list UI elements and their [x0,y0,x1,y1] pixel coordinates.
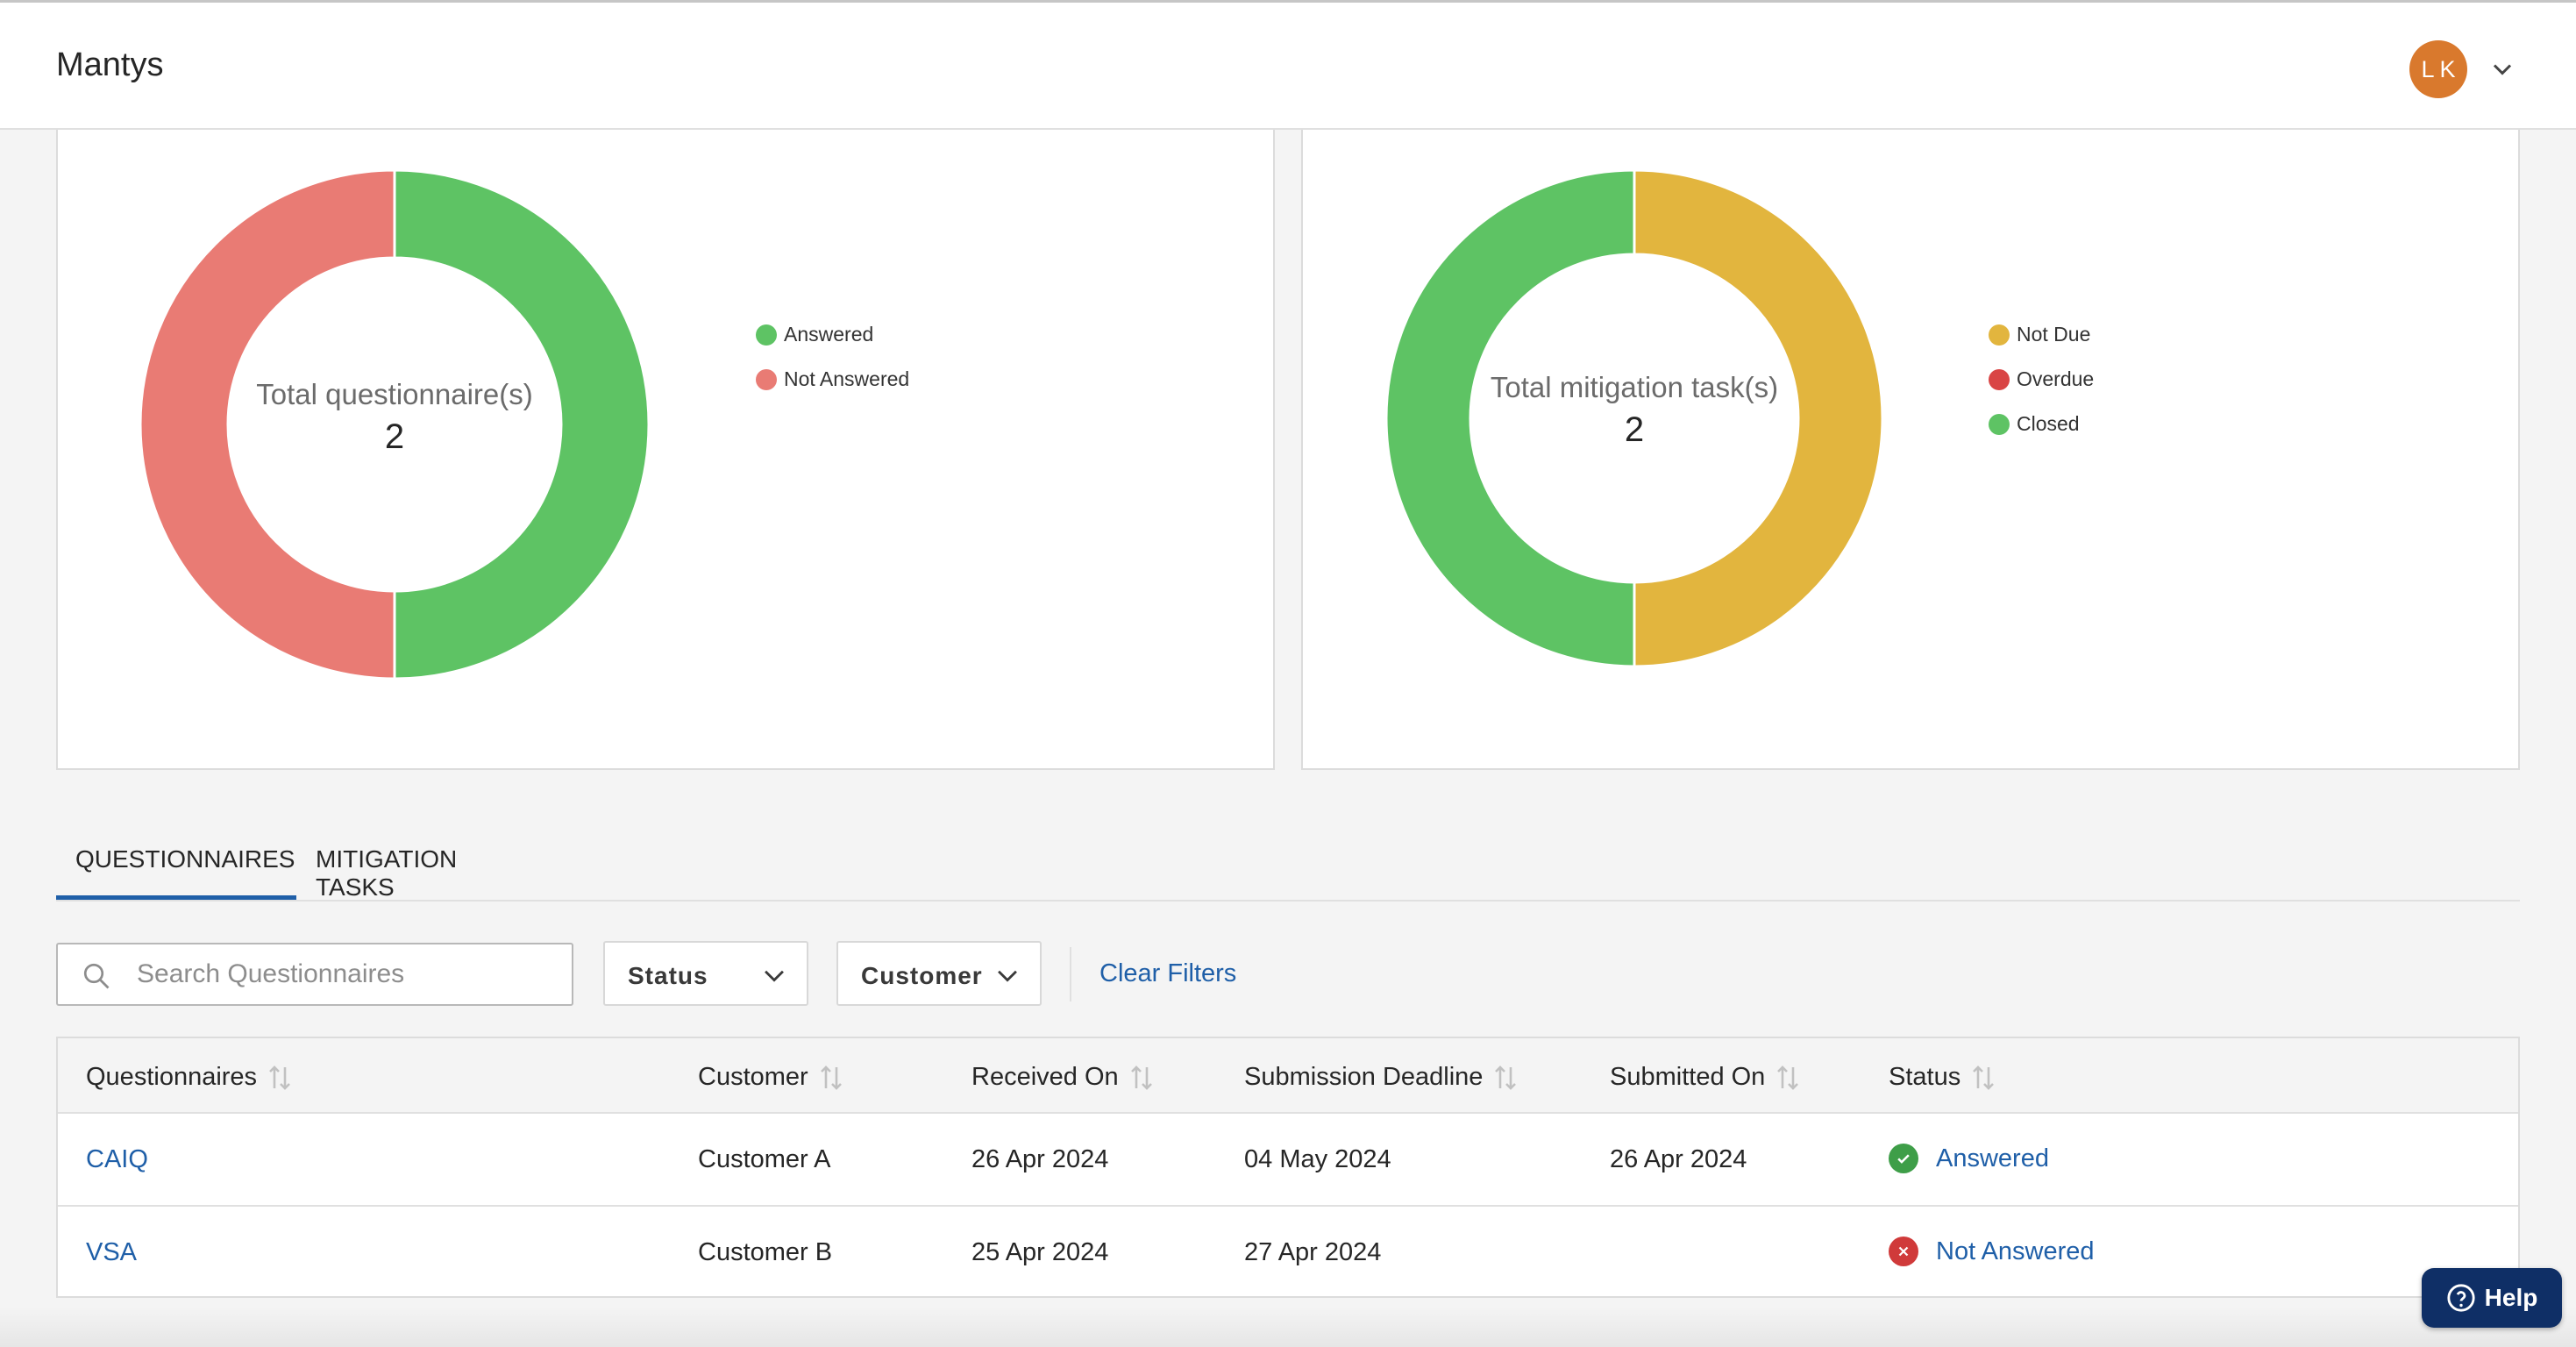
customer-filter-label: Customer [861,962,983,989]
mitigation-chart-total: 2 [1624,410,1645,449]
sort-icon[interactable] [1129,1064,1154,1092]
questionnaires-table: Questionnaires Customer Received On Subm… [56,1037,2520,1298]
legend-dot [1989,324,2010,346]
mitigation-chart-label: Total mitigation task(s) [1490,371,1779,403]
status-link[interactable]: Answered [1936,1144,2049,1172]
column-header-customer[interactable]: Customer [698,1063,843,1092]
donut-slice-not-answered[interactable] [139,168,396,681]
status-link[interactable]: Not Answered [1936,1237,2095,1265]
customer-cell: Customer A [698,1145,831,1173]
column-header-label: Submission Deadline [1244,1063,1484,1091]
filter-divider [1070,947,1071,1001]
questionnaire-chart-total: 2 [384,417,405,456]
legend-label: Closed [2017,412,2080,435]
status-cell: Answered [1889,1144,2049,1173]
search-icon [83,963,110,989]
customer-cell: Customer B [698,1238,833,1266]
deadline-cell: 04 May 2024 [1244,1145,1391,1173]
questionnaire-chart-card: Total questionnaire(s) 2 Answered Not An… [56,130,1275,770]
search-input[interactable] [137,955,558,994]
received-on-cell: 26 Apr 2024 [971,1145,1109,1173]
app-title: Mantys [56,46,164,83]
table-row: CAIQ Customer A 26 Apr 2024 04 May 2024 … [58,1114,2518,1207]
legend-dot [1989,413,2010,435]
column-header-label: Received On [971,1063,1119,1091]
legend-item-overdue[interactable]: Overdue [1989,357,2094,402]
table-row: VSA Customer B 25 Apr 2024 27 Apr 2024 N… [58,1207,2518,1300]
legend-dot [756,368,777,390]
questionnaire-chart-legend: Answered Not Answered [756,312,909,402]
column-header-submitted-on[interactable]: Submitted On [1610,1063,1800,1092]
column-header-submission-deadline[interactable]: Submission Deadline [1244,1063,1518,1092]
chevron-down-icon [998,970,1017,982]
questionnaire-chart-label: Total questionnaire(s) [256,378,533,410]
top-bar: Mantys LK [0,0,2576,130]
sort-icon[interactable] [1493,1064,1518,1092]
legend-item-not-due[interactable]: Not Due [1989,312,2094,357]
mitigation-chart-card: Total mitigation task(s) 2 Not Due Overd… [1301,130,2520,770]
questionnaire-link[interactable]: CAIQ [86,1145,148,1173]
status-filter-dropdown[interactable]: Status [603,941,808,1006]
sort-icon[interactable] [267,1064,292,1092]
clear-filters-link[interactable]: Clear Filters [1099,959,1237,987]
mitigation-chart-legend: Not Due Overdue Closed [1989,312,2094,446]
donut-slice-closed[interactable] [1384,168,1636,668]
legend-label: Overdue [2017,367,2095,390]
questionnaire-chart-center: Total questionnaire(s) 2 [189,374,600,458]
column-header-label: Submitted On [1610,1063,1766,1091]
help-label: Help [2484,1284,2538,1311]
sort-icon[interactable] [1971,1064,1996,1092]
x-circle-icon [1889,1237,1918,1266]
legend-dot [1989,368,2010,390]
submitted-on-cell: 26 Apr 2024 [1610,1145,1747,1173]
sort-icon[interactable] [819,1064,843,1092]
donut-slice-not-due[interactable] [1633,168,1884,668]
table-header: Questionnaires Customer Received On Subm… [58,1038,2518,1114]
legend-item-not-answered[interactable]: Not Answered [756,357,909,402]
status-cell: Not Answered [1889,1237,2095,1266]
customer-filter-dropdown[interactable]: Customer [836,941,1042,1006]
mitigation-chart-center: Total mitigation task(s) 2 [1427,367,1841,451]
legend-item-closed[interactable]: Closed [1989,402,2094,446]
column-header-status[interactable]: Status [1889,1063,1996,1092]
legend-label: Not Answered [784,367,910,390]
help-button[interactable]: Help [2422,1268,2562,1328]
question-circle-icon [2447,1284,2475,1312]
column-header-label: Questionnaires [86,1063,258,1091]
user-avatar[interactable]: LK [2409,40,2467,98]
tab-questionnaires[interactable]: QUESTIONNAIRES [56,824,296,900]
page-bottom-edge [0,1307,2576,1347]
donut-slice-answered[interactable] [393,168,651,681]
sort-icon[interactable] [1775,1064,1800,1092]
legend-label: Answered [784,323,874,346]
questionnaire-link[interactable]: VSA [86,1238,138,1266]
column-header-received-on[interactable]: Received On [971,1063,1154,1092]
status-filter-label: Status [628,962,708,989]
legend-dot [756,324,777,346]
column-header-label: Status [1889,1063,1961,1091]
tab-bar: QUESTIONNAIRES MITIGATION TASKS [56,824,2520,902]
search-box [56,943,573,1006]
questionnaire-donut-chart [139,168,651,681]
chevron-down-icon [765,970,784,982]
legend-label: Not Due [2017,323,2091,346]
deadline-cell: 27 Apr 2024 [1244,1238,1382,1266]
column-header-questionnaires[interactable]: Questionnaires [86,1063,292,1092]
check-circle-icon [1889,1144,1918,1173]
received-on-cell: 25 Apr 2024 [971,1238,1109,1266]
tab-mitigation-tasks[interactable]: MITIGATION TASKS [316,845,458,901]
column-header-label: Customer [698,1063,808,1091]
legend-item-answered[interactable]: Answered [756,312,909,357]
chevron-down-icon[interactable] [2487,53,2518,85]
mitigation-donut-chart [1384,168,1884,668]
